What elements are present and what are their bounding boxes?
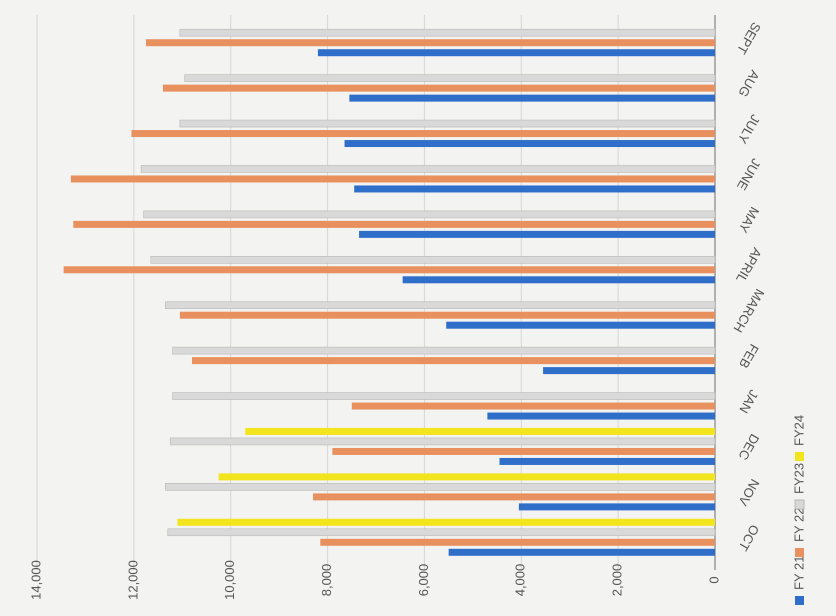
bar xyxy=(332,447,715,455)
bar xyxy=(167,528,716,537)
bar xyxy=(448,548,715,556)
x-tick-label: JUNE xyxy=(734,156,764,193)
bar xyxy=(499,457,715,465)
bar xyxy=(172,346,716,355)
y-tick-label: 8,000 xyxy=(319,564,334,597)
bar xyxy=(354,185,715,193)
y-tick-label: 4,000 xyxy=(513,564,528,597)
bar xyxy=(359,230,715,238)
y-tick-label: 2,000 xyxy=(610,564,625,597)
legend-label: FY23 xyxy=(791,463,806,494)
bar xyxy=(344,140,715,148)
bar xyxy=(245,427,715,435)
legend-swatch xyxy=(794,499,805,510)
x-tick-label: SEPT xyxy=(734,20,764,57)
bar xyxy=(140,165,716,173)
bar xyxy=(402,276,715,284)
y-tick-label: 6,000 xyxy=(416,564,431,597)
y-tick-label: 10,000 xyxy=(222,560,237,600)
bar xyxy=(169,437,716,446)
bar xyxy=(349,94,715,102)
legend-label: FY 21 xyxy=(791,556,806,590)
x-tick-label: DEC xyxy=(736,431,763,462)
legend-label: FY 22 xyxy=(791,508,806,542)
bar xyxy=(179,119,716,128)
bar xyxy=(179,28,716,37)
bar xyxy=(446,321,715,329)
legend-label: FY24 xyxy=(791,415,806,446)
bar xyxy=(518,503,715,511)
bar xyxy=(162,84,715,92)
bar xyxy=(165,301,716,310)
bar xyxy=(145,39,715,47)
x-tick-label: FEB xyxy=(736,341,762,370)
x-tick-label: MAY xyxy=(735,204,762,235)
x-tick-label: MARCH xyxy=(731,286,768,335)
bar xyxy=(313,493,715,501)
y-tick-label: 0 xyxy=(706,576,721,583)
bar xyxy=(191,357,715,365)
bar xyxy=(218,473,715,481)
x-tick-label: JAN xyxy=(736,387,761,416)
bar xyxy=(487,412,715,420)
y-tick-label: 14,000 xyxy=(28,560,43,600)
bar xyxy=(63,266,715,274)
y-tick-label: 12,000 xyxy=(125,560,140,600)
bar xyxy=(172,392,716,400)
legend-swatch xyxy=(795,548,804,557)
bar xyxy=(165,483,716,491)
bar xyxy=(143,210,716,219)
bar xyxy=(320,538,715,546)
bar xyxy=(73,220,716,228)
bar xyxy=(543,367,715,375)
x-tick-label: APRIL xyxy=(733,245,765,285)
bar xyxy=(177,518,715,526)
x-tick-label: JULY xyxy=(735,112,764,146)
bar xyxy=(179,311,716,319)
x-tick-label: AUG xyxy=(735,68,762,100)
bar xyxy=(131,130,715,138)
x-tick-label: OCT xyxy=(736,522,763,553)
bar xyxy=(150,255,716,264)
bar xyxy=(184,74,716,82)
bar xyxy=(317,49,715,57)
x-tick-label: NOV xyxy=(735,476,762,508)
legend-swatch xyxy=(795,452,804,461)
bar xyxy=(351,402,715,410)
legend-swatch xyxy=(795,596,804,605)
bar xyxy=(70,175,715,183)
